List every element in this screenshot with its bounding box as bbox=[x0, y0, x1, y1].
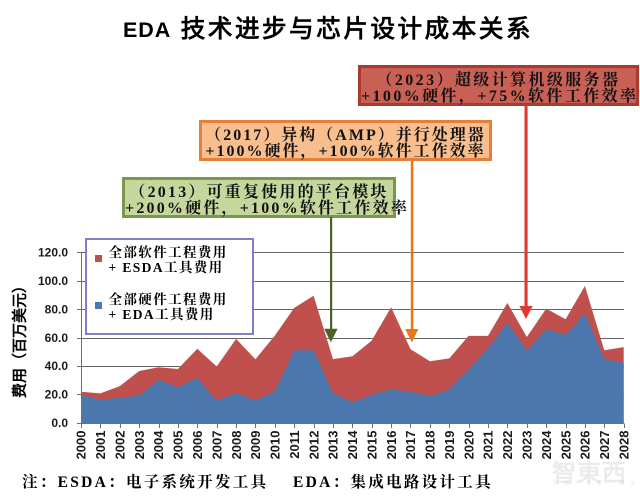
svg-text:40.0: 40.0 bbox=[45, 359, 69, 373]
svg-text:2008: 2008 bbox=[229, 431, 244, 460]
svg-text:0.0: 0.0 bbox=[51, 416, 68, 430]
svg-text:2000: 2000 bbox=[74, 431, 89, 460]
svg-text:费用（百万美元）: 费用（百万美元） bbox=[11, 278, 29, 398]
svg-text:2027: 2027 bbox=[597, 431, 612, 460]
svg-text:2021: 2021 bbox=[481, 431, 496, 460]
svg-text:2004: 2004 bbox=[151, 430, 166, 460]
svg-text:2011: 2011 bbox=[287, 431, 302, 459]
svg-text:2015: 2015 bbox=[364, 431, 379, 460]
svg-text:60.0: 60.0 bbox=[45, 331, 69, 345]
svg-text:120.0: 120.0 bbox=[38, 246, 68, 260]
svg-text:2005: 2005 bbox=[171, 431, 186, 460]
svg-text:2026: 2026 bbox=[578, 431, 593, 460]
svg-text:80.0: 80.0 bbox=[45, 302, 69, 316]
svg-text:2013: 2013 bbox=[326, 431, 341, 460]
svg-text:100.0: 100.0 bbox=[38, 274, 68, 288]
svg-text:2003: 2003 bbox=[132, 431, 147, 460]
svg-text:2010: 2010 bbox=[268, 431, 283, 460]
svg-text:2001: 2001 bbox=[93, 431, 108, 460]
svg-text:2020: 2020 bbox=[461, 431, 476, 460]
svg-text:2007: 2007 bbox=[209, 431, 224, 460]
svg-text:2025: 2025 bbox=[558, 431, 573, 460]
svg-text:2028: 2028 bbox=[616, 431, 631, 460]
svg-text:2006: 2006 bbox=[190, 431, 205, 460]
svg-text:2009: 2009 bbox=[248, 431, 263, 460]
svg-text:20.0: 20.0 bbox=[45, 388, 69, 402]
svg-text:2018: 2018 bbox=[423, 431, 438, 460]
svg-text:2017: 2017 bbox=[403, 431, 418, 460]
svg-text:2024: 2024 bbox=[539, 430, 554, 460]
svg-text:2002: 2002 bbox=[113, 431, 128, 460]
svg-text:2012: 2012 bbox=[306, 431, 321, 460]
svg-text:2016: 2016 bbox=[384, 431, 399, 460]
svg-text:2023: 2023 bbox=[520, 431, 535, 460]
svg-text:2022: 2022 bbox=[500, 431, 515, 460]
svg-text:2014: 2014 bbox=[345, 430, 360, 460]
svg-text:2019: 2019 bbox=[442, 431, 457, 460]
